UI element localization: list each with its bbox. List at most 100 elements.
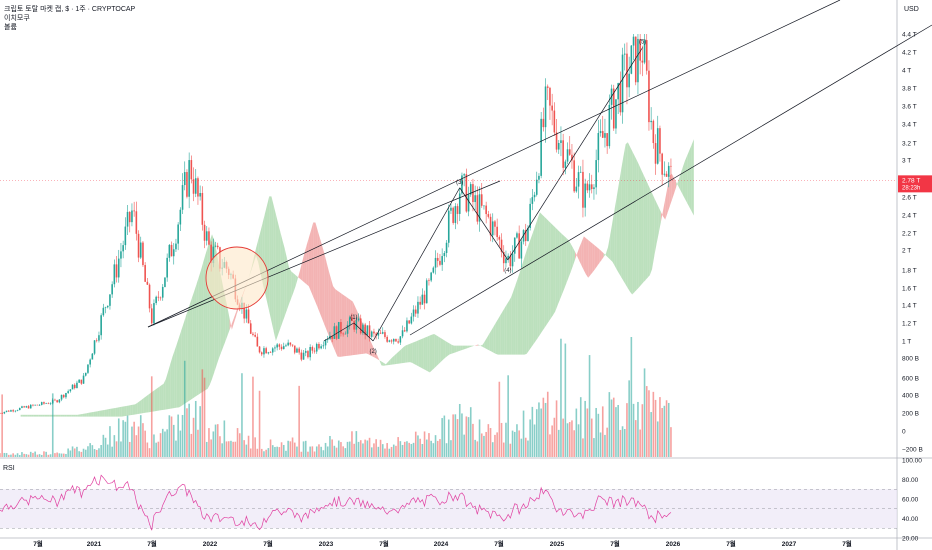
cloud-segment-bullish <box>143 396 147 414</box>
candle-body <box>390 340 393 342</box>
candle-body <box>115 264 118 278</box>
price-tick-label: 3.6 T <box>902 104 917 111</box>
cloud-segment-bullish <box>102 409 105 417</box>
candle-body <box>7 410 10 412</box>
volume-bar <box>489 428 492 457</box>
cloud-segment-bullish <box>623 144 626 285</box>
cloud-segment-bullish <box>44 414 48 417</box>
candle-body <box>593 187 595 190</box>
candle-body <box>507 255 509 259</box>
cloud-segment-bullish <box>689 144 692 212</box>
cloud-segment-bullish <box>401 347 404 364</box>
elliott-wave-segment[interactable] <box>353 322 374 342</box>
volume-bar <box>153 434 155 457</box>
volume-bar <box>573 430 575 457</box>
volume-bar <box>659 397 661 457</box>
volume-bar <box>619 429 622 457</box>
candle-body <box>588 184 591 191</box>
candle-body <box>505 258 507 264</box>
cloud-segment-bullish <box>201 262 204 393</box>
candle-body <box>252 333 254 335</box>
cloud-segment-bearish <box>357 311 360 355</box>
volume-bar <box>175 440 177 457</box>
candle-body <box>395 338 397 342</box>
volume-bar <box>241 373 243 457</box>
cloud-segment-bearish <box>663 199 666 220</box>
cloud-segment-bullish <box>278 222 281 335</box>
indicator-volume[interactable]: 볼륨 <box>4 24 17 31</box>
volume-bar <box>62 453 65 457</box>
price-tick-label: 3 T <box>902 158 911 165</box>
candle-body <box>73 384 76 389</box>
cloud-segment-bullish <box>91 411 94 417</box>
highlight-circle[interactable] <box>205 246 269 310</box>
candle-body <box>144 265 146 282</box>
symbol-title[interactable]: 크립토 토탈 마켓 캡, $ · 1주 · CRYPTOCAP <box>4 6 136 13</box>
cloud-segment-bullish <box>603 253 606 258</box>
price-axis-unit: USD <box>904 6 919 13</box>
volume-bar <box>54 453 56 457</box>
candle-body <box>18 407 21 411</box>
chart-legend: 크립토 토탈 마켓 캡, $ · 1주 · CRYPTOCAP 이치모쿠 볼륨 <box>4 5 135 32</box>
cloud-segment-bullish <box>410 342 413 363</box>
lower-trendline[interactable] <box>409 24 932 336</box>
volume-bar <box>531 406 534 457</box>
volume-bar <box>663 405 666 457</box>
volume-bar <box>337 440 340 457</box>
candle-body <box>192 179 195 194</box>
price-tick-label: 2.2 T <box>902 231 917 238</box>
lower-channel-line-left[interactable] <box>147 180 501 328</box>
cloud-segment-bullish <box>608 234 611 260</box>
volume-bar <box>425 439 428 457</box>
candle-body <box>197 178 199 197</box>
candle-body <box>313 350 316 352</box>
volume-bar <box>516 424 518 457</box>
elliott-wave-segment[interactable] <box>372 187 461 342</box>
candle-body <box>3 411 6 414</box>
cloud-segment-bullish <box>537 212 540 339</box>
candle-body <box>489 216 492 236</box>
candle-body <box>630 45 633 74</box>
elliott-wave-segment[interactable] <box>459 187 509 261</box>
indicator-ichimoku[interactable]: 이치모쿠 <box>4 15 30 22</box>
cloud-segment-bearish <box>315 222 318 308</box>
candle-body <box>408 320 410 324</box>
candle-body <box>212 246 215 264</box>
cloud-segment-bullish <box>203 254 206 392</box>
volume-bar <box>131 426 133 457</box>
candle-body <box>276 344 278 348</box>
volume-bar <box>395 445 397 457</box>
current-price-tag[interactable] <box>898 175 932 193</box>
cloud-segment-bullish <box>196 276 199 396</box>
cloud-segment-bearish <box>586 238 589 278</box>
volume-bar <box>601 406 604 457</box>
candle-body <box>175 243 177 250</box>
candle-body <box>45 403 47 405</box>
candle-body <box>623 53 626 55</box>
candle-body <box>348 317 351 325</box>
candle-body <box>549 87 551 106</box>
volume-bar <box>595 407 597 457</box>
elliott-wave-segment[interactable] <box>507 47 643 261</box>
candle-body <box>529 203 531 228</box>
cloud-segment-bullish <box>29 414 32 417</box>
cloud-segment-bullish <box>36 414 39 417</box>
volume-bar <box>117 418 120 457</box>
volume-bar <box>623 429 626 457</box>
cloud-segment-bullish <box>273 205 276 341</box>
volume-bar <box>91 445 94 457</box>
volume-bar <box>238 433 241 457</box>
candle-body <box>249 323 252 334</box>
volume-bar <box>637 401 639 457</box>
trendline-drawings[interactable]: (1) (2) (3) (4) (5) <box>147 0 932 355</box>
volume-bar <box>454 414 457 457</box>
candle-body <box>36 404 39 406</box>
volume-bar <box>5 453 8 457</box>
elliott-wave-start[interactable] <box>323 322 355 342</box>
volume-bar <box>529 419 531 457</box>
price-tick-label: 4.4 T <box>902 32 917 39</box>
volume-bar <box>436 440 439 457</box>
cloud-segment-bullish <box>495 319 499 355</box>
candle-body <box>78 379 80 383</box>
